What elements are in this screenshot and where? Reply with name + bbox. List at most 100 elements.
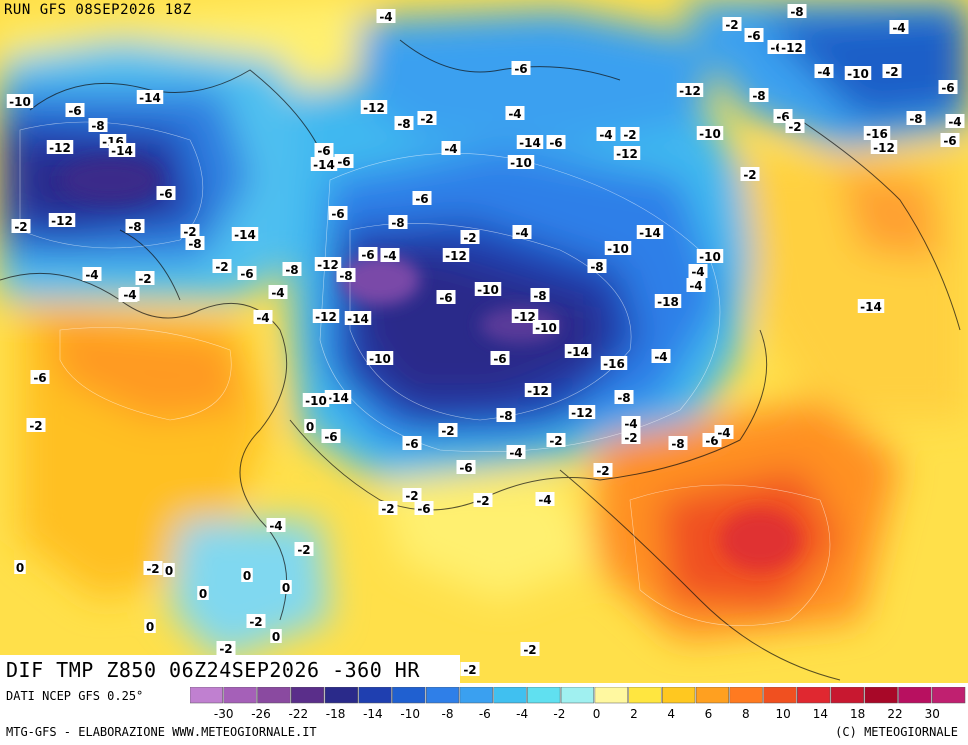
contour-label: -6: [159, 187, 172, 201]
legend-tick-label: 30: [925, 707, 940, 721]
contour-label: -6: [549, 136, 562, 150]
contour-label: -2: [624, 431, 637, 445]
legend-swatch: [932, 687, 966, 704]
contour-label-bg: [696, 249, 724, 263]
contour-label-bg: [688, 264, 708, 278]
contour-label: -10: [477, 283, 499, 297]
contour-label-bg: [621, 430, 641, 444]
contour-label-bg: [621, 416, 641, 430]
legend-tick-label: 10: [775, 707, 790, 721]
contour-label: -10: [607, 242, 629, 256]
legend-swatch: [729, 687, 763, 704]
contour-label-bg: [360, 100, 388, 114]
contour-label-bg: [676, 83, 704, 97]
contour-label-bg: [600, 356, 628, 370]
contour-label-bg: [568, 405, 596, 419]
contour-label-bg: [231, 227, 259, 241]
contour-label-bg: [940, 133, 960, 147]
legend-swatch: [864, 687, 898, 704]
contour-label-bg: [532, 320, 560, 334]
contour-label: -2: [249, 615, 262, 629]
contour-label-bg: [324, 390, 352, 404]
contour-label-bg: [857, 299, 885, 313]
contour-label: -4: [383, 249, 396, 263]
contour-label: -8: [397, 117, 410, 131]
run-header: RUN GFS 08SEP2026 18Z: [4, 2, 192, 18]
data-source: DATI NCEP GFS 0.25°: [6, 689, 144, 703]
contour-label-bg: [380, 248, 400, 262]
contour-label-bg: [778, 40, 806, 54]
contour-label: -14: [519, 136, 541, 150]
contour-label-bg: [304, 419, 316, 433]
legend-tick-label: -22: [288, 707, 308, 721]
contour-label: -14: [639, 226, 661, 240]
contour-label: -2: [381, 502, 394, 516]
contour-label-bg: [906, 111, 926, 125]
legend-tick-label: 14: [813, 707, 828, 721]
contour-label-bg: [546, 135, 566, 149]
legend-swatch: [763, 687, 797, 704]
contour-label: -12: [317, 258, 339, 272]
contour-label-bg: [266, 518, 286, 532]
credit-right: (C) METEOGIORNALE: [835, 725, 958, 739]
contour-label-bg: [442, 248, 470, 262]
contour-label: 0: [243, 569, 251, 583]
contour-label: -4: [538, 493, 551, 507]
contour-label: -8: [617, 391, 630, 405]
contour-label: -6: [415, 192, 428, 206]
contour-label: -4: [444, 142, 457, 156]
legend-tick-label: 4: [667, 707, 675, 721]
contour-label: -2: [405, 489, 418, 503]
contour-label: -6: [361, 248, 374, 262]
contour-label-bg: [253, 310, 273, 324]
contour-label-bg: [11, 219, 31, 233]
contour-label: -4: [654, 350, 667, 364]
contour-label: -6: [337, 155, 350, 169]
contour-label: -4: [508, 107, 521, 121]
contour-label-bg: [506, 445, 526, 459]
contour-label: 0: [146, 620, 154, 634]
legend-swatch: [223, 687, 257, 704]
legend-swatch: [898, 687, 932, 704]
contour-label-bg: [516, 135, 544, 149]
contour-label: -12: [315, 310, 337, 324]
contour-label-bg: [636, 225, 664, 239]
contour-label-bg: [785, 119, 805, 133]
contour-label: -2: [885, 65, 898, 79]
contour-label-bg: [654, 294, 682, 308]
legend-swatch: [425, 687, 460, 704]
map-title-box: DIF TMP Z850 06Z24SEP2026 -360 HR: [0, 655, 460, 684]
contour-label-bg: [414, 501, 434, 515]
legend-swatch: [459, 687, 493, 704]
contour-label-bg: [505, 106, 525, 120]
legend-swatch: [830, 687, 864, 704]
contour-label-bg: [302, 393, 330, 407]
coastlines: [0, 39, 961, 681]
legend-tick-label: 2: [630, 707, 638, 721]
contour-label: -10: [699, 127, 721, 141]
contour-label: -6: [405, 437, 418, 451]
contour-label-bg: [564, 344, 592, 358]
contour-label-bg: [412, 191, 432, 205]
legend-tick-label: -4: [516, 707, 528, 721]
legend-bar: DATI NCEP GFS 0.25° -30 -26 -22 -18 -14 -10 -8…: [0, 683, 968, 745]
contour-label-bg: [863, 126, 891, 140]
contour-label: -8: [909, 112, 922, 126]
contour-label-bg: [282, 262, 302, 276]
contour-label-bg: [844, 66, 872, 80]
legend-swatch: [594, 687, 628, 704]
contour-label: -6: [68, 104, 81, 118]
contour-label: -4: [717, 426, 730, 440]
contour-label: -2: [420, 112, 433, 126]
contour-label-bg: [456, 460, 476, 474]
contour-label-bg: [749, 88, 769, 102]
contour-label: -6: [240, 267, 253, 281]
contour-label: -2: [14, 220, 27, 234]
contour-label-bg: [156, 186, 176, 200]
legend-swatch: [190, 687, 223, 704]
contour-label: -8: [285, 263, 298, 277]
contour-label: -4: [379, 10, 392, 24]
contour-label-bg: [744, 28, 764, 42]
contour-label-bg: [535, 492, 555, 506]
